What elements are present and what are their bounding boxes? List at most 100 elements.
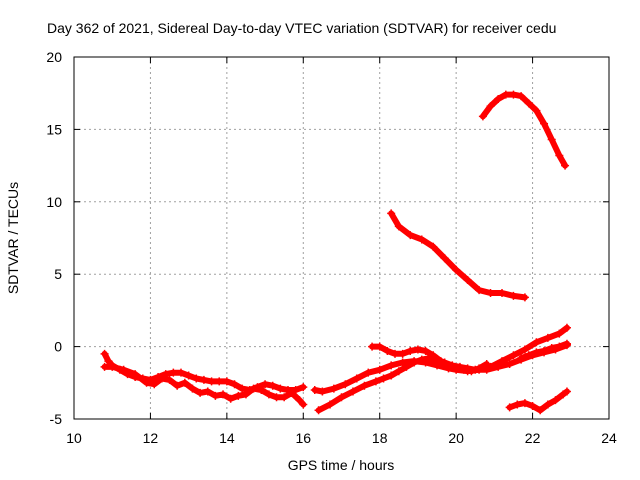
data-point bbox=[375, 365, 384, 374]
data-point bbox=[230, 380, 239, 389]
y-tick-label: 20 bbox=[46, 49, 62, 65]
data-point bbox=[199, 375, 208, 384]
data-point bbox=[188, 384, 197, 393]
y-axis-label: SDTVAR / TECUs bbox=[5, 182, 21, 294]
series-arc-c bbox=[311, 324, 570, 395]
data-point bbox=[364, 368, 373, 377]
data-point bbox=[207, 377, 216, 386]
data-point bbox=[394, 367, 403, 376]
data-point bbox=[520, 345, 529, 354]
data-point bbox=[100, 349, 109, 358]
data-point bbox=[310, 386, 319, 395]
data-point bbox=[509, 351, 518, 360]
data-point bbox=[219, 390, 228, 399]
data-point bbox=[180, 378, 189, 387]
data-point bbox=[272, 393, 281, 402]
data-point bbox=[543, 333, 552, 342]
data-point bbox=[341, 380, 350, 389]
data-point bbox=[329, 384, 338, 393]
data-point bbox=[505, 403, 514, 412]
data-point bbox=[157, 374, 166, 383]
data-point bbox=[532, 106, 541, 115]
data-point bbox=[104, 357, 113, 366]
data-point bbox=[379, 374, 388, 383]
data-point bbox=[387, 371, 396, 380]
data-point bbox=[509, 90, 518, 99]
data-point bbox=[517, 92, 526, 101]
x-tick-label: 16 bbox=[295, 430, 311, 446]
data-point bbox=[264, 390, 273, 399]
data-point bbox=[413, 345, 422, 354]
data-point bbox=[360, 381, 369, 390]
y-tick-label: 0 bbox=[54, 339, 62, 355]
data-point bbox=[387, 361, 396, 370]
data-point bbox=[383, 346, 392, 355]
x-tick-label: 12 bbox=[143, 430, 159, 446]
data-point bbox=[482, 359, 491, 368]
data-point bbox=[299, 400, 308, 409]
data-point bbox=[475, 364, 484, 373]
data-point bbox=[494, 94, 503, 103]
tick-layer: 10 12 14 16 18 20 22 24 -5 0 5 10 15 20 bbox=[46, 49, 617, 446]
data-point bbox=[520, 293, 529, 302]
data-point bbox=[429, 242, 438, 251]
data-point bbox=[540, 346, 549, 355]
data-point bbox=[551, 396, 560, 405]
data-layer bbox=[100, 90, 571, 415]
data-point bbox=[261, 380, 270, 389]
data-point bbox=[475, 286, 484, 295]
data-point bbox=[562, 339, 571, 348]
data-point bbox=[532, 348, 541, 357]
data-point bbox=[406, 231, 415, 240]
data-point bbox=[314, 406, 323, 415]
data-point bbox=[108, 362, 117, 371]
data-point bbox=[337, 393, 346, 402]
data-point bbox=[142, 378, 151, 387]
data-point bbox=[513, 400, 522, 409]
data-point bbox=[226, 394, 235, 403]
data-point bbox=[543, 400, 552, 409]
data-point bbox=[555, 151, 564, 160]
data-point bbox=[169, 368, 178, 377]
y-tick-label: -5 bbox=[50, 411, 63, 427]
data-point bbox=[150, 380, 159, 389]
data-point bbox=[540, 119, 549, 128]
data-point bbox=[406, 346, 415, 355]
data-point bbox=[352, 374, 361, 383]
data-point bbox=[375, 342, 384, 351]
data-point bbox=[371, 377, 380, 386]
data-point bbox=[299, 383, 308, 392]
plot-frame bbox=[73, 56, 610, 420]
data-point bbox=[394, 222, 403, 231]
data-point bbox=[562, 387, 571, 396]
data-point bbox=[184, 371, 193, 380]
x-tick-label: 24 bbox=[601, 430, 617, 446]
data-point bbox=[555, 342, 564, 351]
data-point bbox=[505, 359, 514, 368]
data-point bbox=[486, 102, 495, 111]
data-point bbox=[402, 362, 411, 371]
data-point bbox=[211, 391, 220, 400]
data-point bbox=[524, 351, 533, 360]
data-point bbox=[494, 362, 503, 371]
data-point bbox=[561, 161, 570, 170]
data-point bbox=[280, 393, 289, 402]
data-point bbox=[241, 390, 250, 399]
data-point bbox=[429, 351, 438, 360]
data-point bbox=[177, 368, 185, 377]
x-tick-label: 18 bbox=[372, 430, 388, 446]
data-point bbox=[501, 90, 510, 99]
data-point bbox=[398, 358, 407, 367]
data-point bbox=[547, 135, 556, 144]
y-tick-label: 15 bbox=[46, 121, 62, 137]
data-point bbox=[417, 355, 426, 364]
data-point bbox=[196, 388, 205, 397]
data-point bbox=[440, 254, 449, 263]
data-point bbox=[203, 387, 212, 396]
data-point bbox=[421, 346, 430, 355]
data-point bbox=[222, 377, 231, 386]
data-point bbox=[192, 374, 201, 383]
data-point bbox=[532, 338, 541, 347]
grid-layer bbox=[74, 57, 609, 419]
